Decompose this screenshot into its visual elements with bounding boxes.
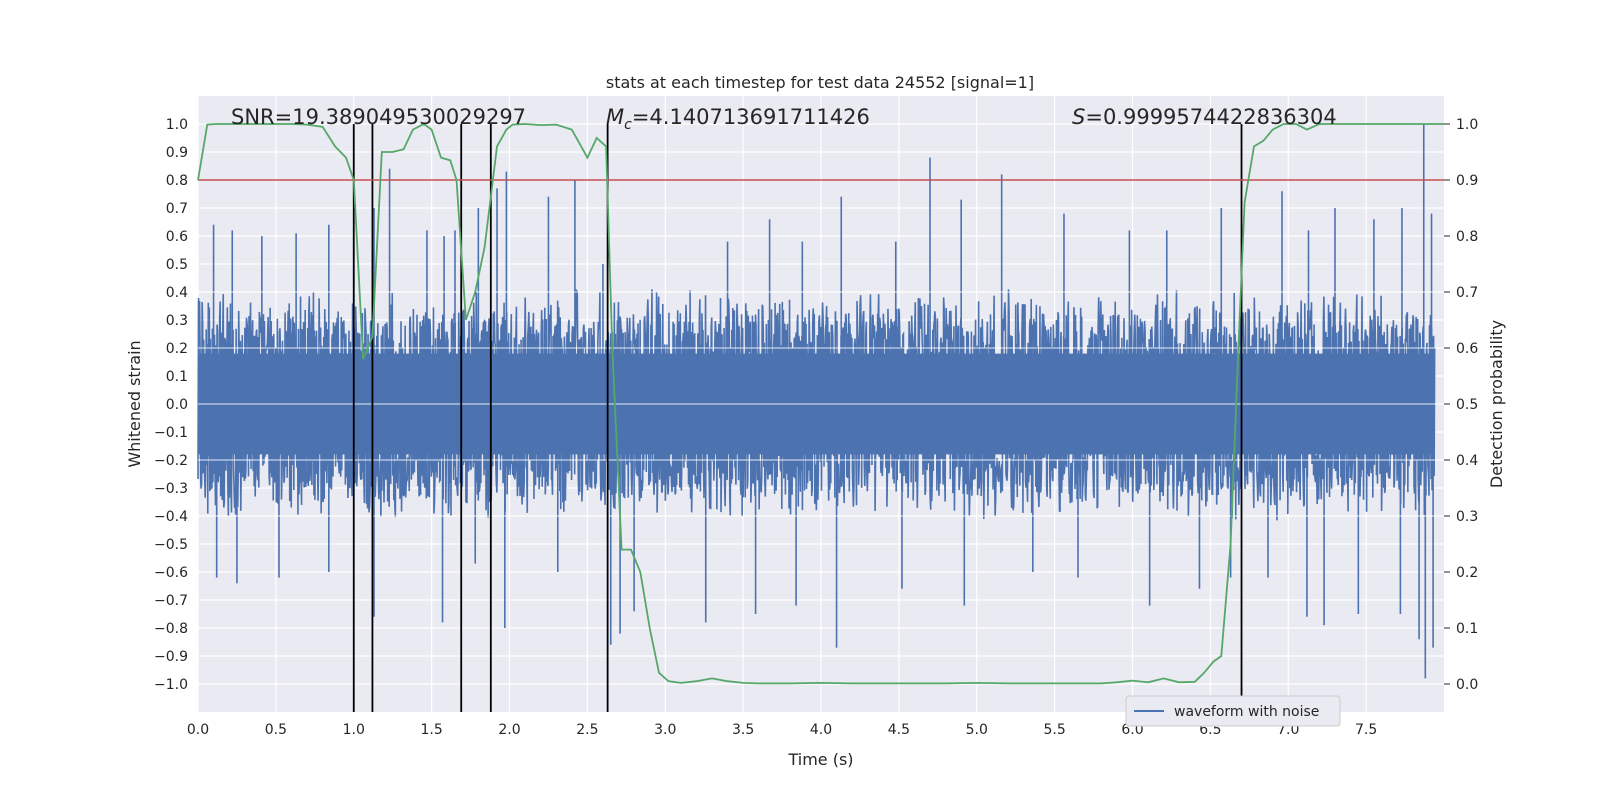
y-tick-label: 0.3	[166, 313, 188, 329]
chart-title: stats at each timestep for test data 245…	[606, 73, 1034, 92]
y-tick-label: −1.0	[154, 677, 188, 693]
y-tick-label: 0.6	[166, 229, 188, 245]
x-tick-label: 5.0	[966, 722, 988, 738]
y-tick-label: −0.7	[154, 593, 188, 609]
y2-tick-label: 0.9	[1456, 173, 1478, 189]
y-tick-label: 0.7	[166, 201, 188, 217]
y2-tick-label: 1.0	[1456, 117, 1478, 133]
x-tick-label: 3.0	[654, 722, 676, 738]
y-tick-label: 0.2	[166, 341, 188, 357]
y-tick-label: −0.1	[154, 425, 188, 441]
x-tick-label: 7.5	[1355, 722, 1377, 738]
x-tick-label: 1.5	[420, 722, 442, 738]
y2-tick-label: 0.7	[1456, 285, 1478, 301]
y-axis-label: Whitened strain	[125, 340, 144, 467]
y2-axis-label: Detection probability	[1487, 320, 1506, 488]
y2-tick-label: 0.2	[1456, 565, 1478, 581]
s-value: =0.9999574422836304	[1085, 105, 1336, 129]
y2-tick-label: 0.4	[1456, 453, 1478, 469]
x-tick-label: 1.0	[343, 722, 365, 738]
mc-value: =4.140713691711426	[632, 105, 870, 129]
y-tick-label: 0.9	[166, 145, 188, 161]
y-tick-label: 0.5	[166, 257, 188, 273]
x-tick-label: 0.5	[265, 722, 287, 738]
mc-annotation: Mc=4.140713691711426	[606, 105, 870, 133]
mc-symbol: M	[606, 105, 624, 129]
y2-tick-label: 0.1	[1456, 621, 1478, 637]
y-tick-label: −0.4	[154, 509, 188, 525]
x-tick-label: 4.5	[888, 722, 910, 738]
legend: waveform with noise	[1125, 695, 1341, 727]
legend-box	[1125, 695, 1341, 727]
detection-probability-line	[197, 122, 1444, 685]
snr-annotation: SNR=19.389049530029297	[231, 105, 526, 129]
y-tick-label: 0.4	[166, 285, 188, 301]
y2-tick-label: 0.8	[1456, 229, 1478, 245]
y-tick-label: −0.6	[154, 565, 188, 581]
x-tick-label: 0.0	[187, 722, 209, 738]
x-tick-label: 5.5	[1043, 722, 1065, 738]
y2-tick-label: 0.3	[1456, 509, 1478, 525]
y2-tick-label: 0.0	[1456, 677, 1478, 693]
vertical-marker-lines	[352, 124, 1243, 712]
x-axis-label: Time (s)	[787, 750, 853, 769]
y-tick-label: −0.2	[154, 453, 188, 469]
legend-label: waveform with noise	[1174, 704, 1319, 720]
x-tick-label: 2.0	[498, 722, 520, 738]
y2-tick-label: 0.5	[1456, 397, 1478, 413]
y2-axis-ticks: 0.0 0.1 0.2 0.3 0.4 0.5 0.6 0.7 0.8 0.9 1.0	[1444, 117, 1478, 693]
y-tick-label: −0.3	[154, 481, 188, 497]
y-tick-label: −0.8	[154, 621, 188, 637]
waveform-series	[197, 124, 1444, 679]
y2-tick-label: 0.6	[1456, 341, 1478, 357]
y-tick-label: −0.5	[154, 537, 188, 553]
x-tick-label: 4.0	[810, 722, 832, 738]
s-annotation: S=0.9999574422836304	[1072, 105, 1337, 129]
y-tick-label: −0.9	[154, 649, 188, 665]
x-tick-label: 2.5	[576, 722, 598, 738]
y-axis-ticks: −1.0 −0.9 −0.8 −0.7 −0.6 −0.5 −0.4 −0.3 −0.2 −0.1…	[154, 117, 188, 693]
s-symbol: S	[1072, 105, 1085, 129]
y-tick-label: 0.8	[166, 173, 188, 189]
y-tick-label: 0.0	[166, 397, 188, 413]
y-tick-label: 1.0	[166, 117, 188, 133]
y-tick-label: 0.1	[166, 369, 188, 385]
mc-subscript: c	[624, 117, 632, 133]
x-tick-label: 3.5	[732, 722, 754, 738]
